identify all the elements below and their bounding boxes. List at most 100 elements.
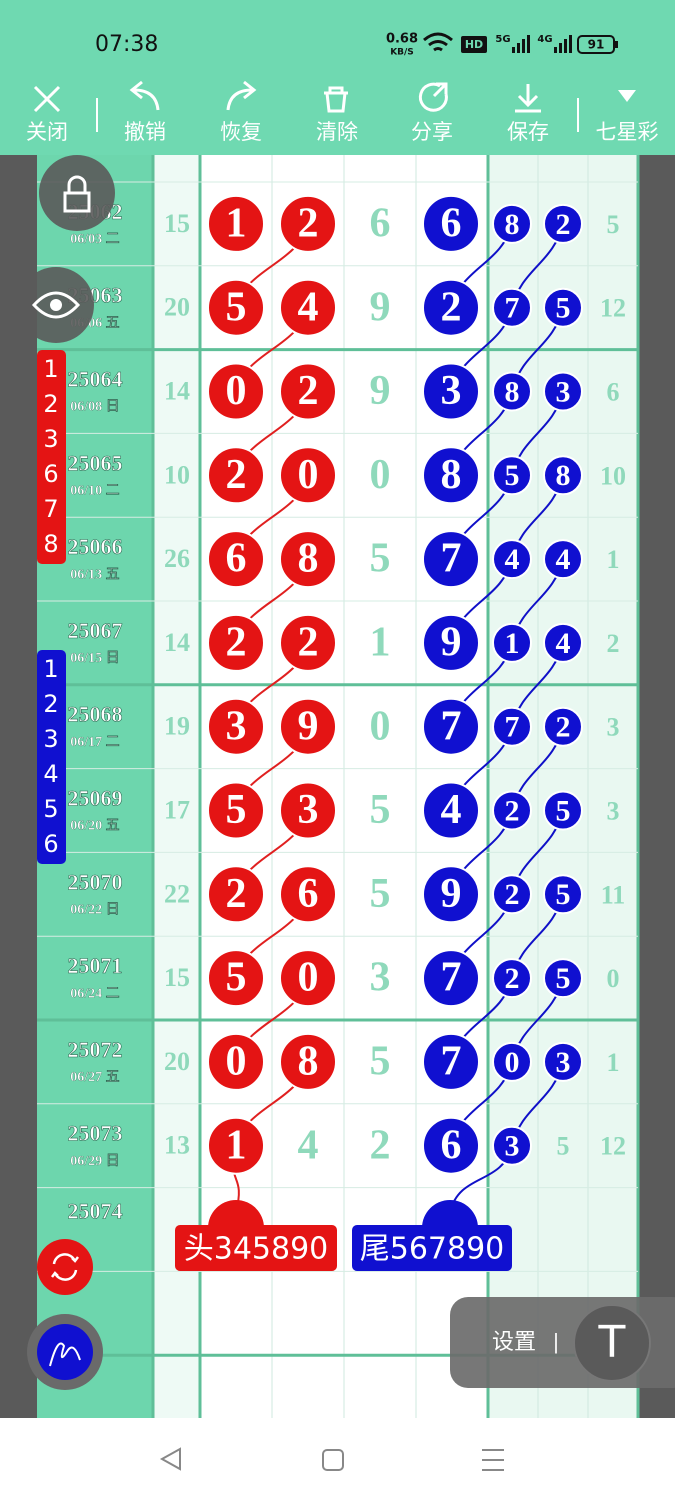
sum: 19 bbox=[164, 712, 190, 741]
cell-number: 0 bbox=[505, 1046, 520, 1079]
ball bbox=[543, 622, 583, 663]
tag-number: 4 bbox=[43, 760, 58, 788]
toolbar-item[interactable]: 七星彩 bbox=[596, 120, 659, 144]
hd-icon bbox=[461, 36, 487, 53]
toolbar-item[interactable]: 清除 bbox=[316, 120, 358, 144]
ball bbox=[422, 446, 480, 505]
time: 07:38 bbox=[95, 32, 158, 57]
ball bbox=[543, 790, 583, 831]
nav-menu[interactable] bbox=[482, 1449, 504, 1471]
cell-number: 5 bbox=[370, 536, 391, 582]
toolbar: 关闭 撤销 恢复 清除 分享 保存 七星彩 bbox=[26, 80, 659, 144]
date: 06/03 二 bbox=[70, 232, 119, 247]
cell-number: 6 bbox=[298, 871, 319, 917]
ball bbox=[279, 362, 337, 421]
cell-number: 7 bbox=[441, 703, 462, 749]
date: 06/15 日 bbox=[70, 650, 119, 666]
tag-number: 2 bbox=[43, 390, 58, 418]
cell-number: 3 bbox=[226, 703, 247, 749]
toolbar-item[interactable]: 恢复 bbox=[220, 120, 262, 144]
close-icon bbox=[33, 85, 61, 113]
battery-level: 91 bbox=[588, 38, 605, 52]
cell-number: 4 bbox=[298, 284, 319, 330]
sum: 10 bbox=[164, 460, 190, 489]
cell-number: 1 bbox=[505, 627, 520, 660]
cell-number: 0 bbox=[607, 964, 620, 993]
date: 06/17 二 bbox=[70, 735, 119, 750]
cell-number: 7 bbox=[505, 711, 520, 744]
ball bbox=[492, 539, 532, 580]
toolbar-item[interactable]: 撤销 bbox=[124, 120, 166, 144]
ball bbox=[207, 613, 265, 672]
ball bbox=[207, 1116, 265, 1175]
sum: 15 bbox=[164, 963, 190, 992]
tail-label-box bbox=[352, 1225, 512, 1271]
issue: 25065 bbox=[68, 450, 123, 475]
cell-number: 0 bbox=[370, 703, 391, 749]
ball bbox=[492, 706, 532, 747]
cell-number: 0 bbox=[298, 452, 319, 498]
ball bbox=[422, 781, 480, 840]
net-speed: 0.68 bbox=[386, 32, 418, 47]
cell-number: 8 bbox=[441, 452, 462, 498]
cell-number: 3 bbox=[607, 713, 620, 742]
cell-number: 2 bbox=[556, 711, 571, 744]
issue: 25070 bbox=[68, 869, 123, 894]
net-unit: KB/S bbox=[390, 48, 414, 58]
battery-tip bbox=[615, 41, 618, 48]
issue: 25074 bbox=[68, 1199, 123, 1224]
ball bbox=[207, 194, 265, 253]
cell-number: 5 bbox=[226, 284, 247, 330]
ball bbox=[422, 613, 480, 672]
cell-number: 2 bbox=[505, 878, 520, 911]
issue: 25073 bbox=[68, 1121, 123, 1146]
toolbar-item[interactable]: 分享 bbox=[411, 120, 453, 144]
ball bbox=[207, 865, 265, 924]
cell-number: 9 bbox=[370, 368, 391, 414]
cell-number: 3 bbox=[298, 787, 319, 833]
refresh-button[interactable] bbox=[37, 1239, 93, 1295]
ball bbox=[422, 697, 480, 756]
toolbar-item[interactable]: 关闭 bbox=[26, 120, 68, 144]
tail-columns bbox=[488, 155, 638, 1418]
pen-button[interactable] bbox=[37, 1324, 93, 1380]
date: 06/27 五 bbox=[70, 1070, 119, 1085]
ball bbox=[543, 371, 583, 412]
issue: 25067 bbox=[68, 618, 123, 643]
ball bbox=[543, 706, 583, 747]
tag-number: 7 bbox=[43, 495, 58, 523]
cell-number: 3 bbox=[607, 796, 620, 825]
settings-label[interactable]: 设置 bbox=[492, 1330, 536, 1355]
cell-number: 4 bbox=[556, 543, 571, 576]
toolbar-item[interactable]: 保存 bbox=[507, 120, 549, 144]
sum: 20 bbox=[164, 1047, 190, 1076]
sum: 22 bbox=[164, 879, 190, 908]
cell-number: 2 bbox=[607, 629, 620, 658]
date: 06/20 五 bbox=[70, 819, 119, 834]
ball bbox=[207, 781, 265, 840]
cell-number: 7 bbox=[441, 1039, 462, 1085]
ball bbox=[422, 865, 480, 924]
signal-label: 5G bbox=[495, 34, 510, 45]
wifi-icon bbox=[423, 32, 453, 52]
ball bbox=[543, 539, 583, 580]
cell-number: 10 bbox=[600, 461, 626, 490]
issue: 25066 bbox=[68, 534, 123, 559]
cell-number: 0 bbox=[226, 368, 247, 414]
tag-number: 8 bbox=[43, 530, 58, 558]
cell-number: 5 bbox=[505, 459, 520, 492]
text-tool-button[interactable] bbox=[573, 1304, 651, 1382]
cell-number: 4 bbox=[298, 1122, 319, 1168]
nav-back[interactable] bbox=[159, 1447, 181, 1471]
ball bbox=[207, 1032, 265, 1091]
cell-number: 8 bbox=[505, 375, 520, 408]
cell-number: 2 bbox=[226, 620, 247, 666]
cell-number: 5 bbox=[556, 292, 571, 325]
panel-separator: | bbox=[553, 1330, 560, 1354]
ball bbox=[207, 530, 265, 589]
issue: 25069 bbox=[68, 786, 123, 811]
cell-number: 8 bbox=[298, 1039, 319, 1085]
nav-home[interactable] bbox=[322, 1449, 344, 1471]
nav-bar bbox=[0, 1418, 675, 1500]
